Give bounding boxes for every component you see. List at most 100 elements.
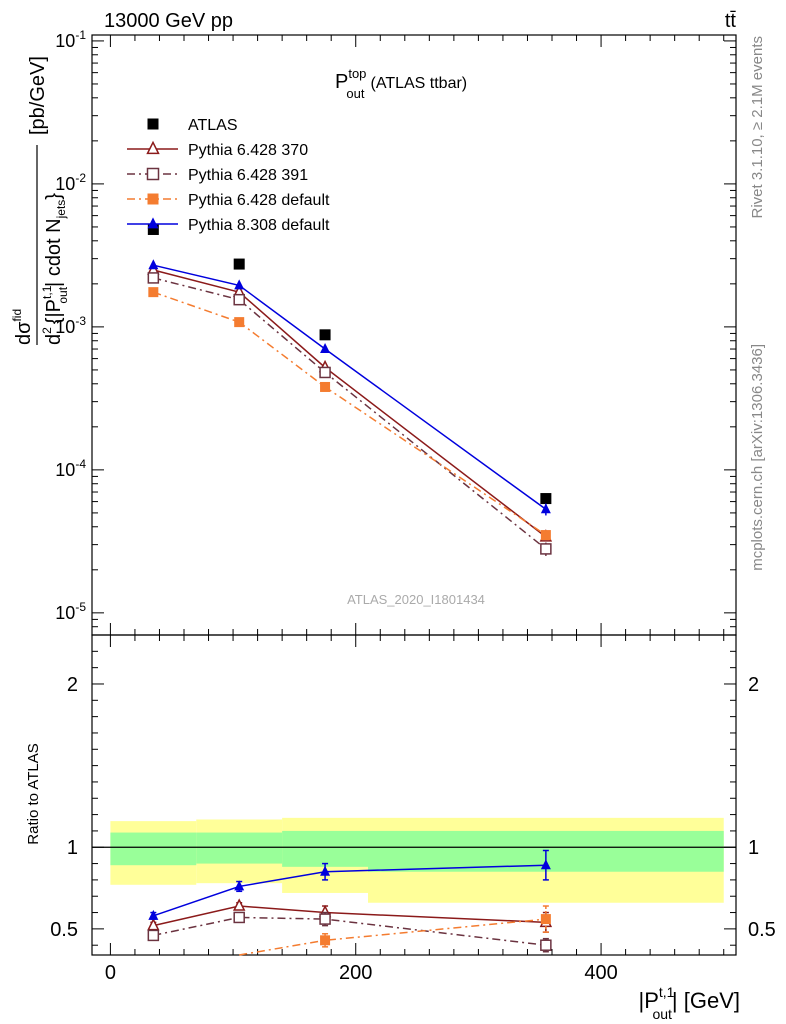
analysis-id-label: ATLAS_2020_I1801434: [347, 592, 485, 607]
xlabel-main: |P: [638, 988, 658, 1013]
main-point-pythia-6-428-391: [319, 366, 331, 379]
ratio-bands: [92, 817, 736, 903]
energy-label: 13000 GeV pp: [104, 10, 233, 32]
ratio-point-pythia-8-308-default: [320, 865, 331, 876]
main-y-tick-label: 10-5: [55, 600, 86, 623]
plot-title-rest: (ATLAS ttbar): [371, 75, 468, 92]
main-point-pythia-8-308-default: [320, 343, 331, 354]
main-point-pythia-6-428-default: [234, 317, 245, 328]
main-line-pythia-6-428-370: [153, 269, 547, 538]
ylabel-den-close: }: [43, 193, 65, 200]
ratio-frame: [91, 634, 737, 956]
legend: ATLAS Pythia 6.428 370 Pythia 6.428 391 Pyt…: [127, 117, 330, 234]
ratio-x-tick-label: 400: [584, 962, 617, 984]
ratio-x-tick-label: 200: [339, 962, 372, 984]
ylabel-d: d: [13, 334, 35, 345]
main-point-pythia-6-428-default: [540, 530, 551, 541]
plot-title-sub: out: [346, 86, 364, 101]
main-point-pythia-6-428-391: [147, 272, 160, 284]
ratio-x-tick-label: 0: [105, 962, 116, 984]
mcplots-label: mcplots.cern.ch [arXiv:1306.3436]: [749, 344, 766, 571]
rivet-version-label: Rivet 3.1.10, ≥ 2.1M events: [749, 36, 766, 219]
ylabel-den-sup: 2: [40, 327, 54, 334]
legend-label-pythia-8-308-default: Pythia 8.308 default: [188, 217, 330, 234]
main-line-pythia-8-308-default: [153, 264, 547, 510]
ylabel-den-t: t,1: [40, 285, 54, 299]
ratio-panel-axes: 0.5 0.5 1 1 2 2 0 200 400: [50, 634, 776, 984]
ratio-y-axis-label: Ratio to ATLAS: [25, 743, 42, 844]
legend-label-pythia-6-428-default: Pythia 6.428 default: [188, 192, 330, 209]
ylabel-sigma: σ: [13, 321, 35, 334]
ylabel-den-cdot: | cdot N: [43, 218, 65, 287]
main-point-atlas: [540, 493, 552, 505]
legend-marker-pythia-8-308-default: [147, 217, 159, 229]
main-y-axis-label: dσfid d2 {|Pt,1 out| cdot Njets} [pb/GeV]: [10, 56, 70, 345]
plot-title: Ptop out (ATLAS ttbar): [335, 66, 467, 101]
ratio-point-pythia-6-428-391: [540, 939, 552, 951]
ylabel-unit: [pb/GeV]: [27, 56, 49, 135]
plot-title-sup: top: [348, 66, 366, 81]
ratio-line-pythia-6-428-370: [153, 905, 546, 927]
ylabel-den-d: d: [43, 334, 65, 345]
ratio-band-inner: [196, 832, 283, 864]
main-y-tick-label: 10-4: [55, 457, 86, 480]
ylabel-sigma-sup: fid: [10, 309, 24, 322]
legend-marker-atlas: [147, 118, 159, 130]
ratio-line-pythia-6-428-default: [239, 918, 546, 956]
legend-marker-pythia-6-428-370: [146, 140, 160, 155]
x-axis-label: |Pt,1 out| [GeV]: [638, 984, 740, 1022]
main-line-pythia-6-428-default: [153, 291, 547, 536]
ratio-y-tick-label: 0.5: [50, 919, 78, 941]
main-panel-marks: [147, 223, 553, 556]
ratio-point-pythia-6-428-default: [320, 935, 331, 946]
main-point-pythia-6-428-default: [148, 287, 159, 298]
ratio-line-pythia-6-428-391: [153, 916, 546, 946]
main-line-pythia-6-428-391: [153, 277, 547, 550]
main-point-pythia-6-428-391: [233, 293, 245, 306]
main-point-atlas: [233, 258, 245, 270]
main-point-pythia-8-308-default: [234, 279, 245, 290]
ratio-point-pythia-8-308-default: [234, 880, 245, 891]
main-point-atlas: [147, 223, 159, 235]
xlabel-sup: t,1: [659, 984, 675, 1000]
legend-label-pythia-6-428-391: Pythia 6.428 391: [188, 167, 308, 184]
ratio-point-pythia-8-308-default: [540, 859, 551, 870]
main-y-tick-label: 10-3: [55, 314, 86, 337]
ratio-point-pythia-6-428-391: [233, 911, 245, 924]
xlabel-rest: | [GeV]: [672, 988, 740, 1013]
ratio-y-tick-label: 2: [67, 674, 78, 696]
ratio-point-pythia-6-428-370: [147, 917, 160, 931]
ratio-band-inner: [282, 830, 368, 867]
ratio-point-pythia-6-428-370: [232, 898, 246, 911]
ratio-point-pythia-6-428-391: [147, 929, 160, 942]
main-point-pythia-8-308-default: [540, 503, 551, 514]
ratio-y-tick-label: 1: [67, 837, 78, 859]
ratio-y-tick-label-right: 0.5: [748, 919, 776, 941]
main-y-tick-label: 10-2: [55, 171, 86, 194]
process-label: tt̄: [725, 10, 737, 32]
legend-label-atlas: ATLAS: [188, 117, 238, 134]
ratio-panel-marks: [147, 849, 553, 956]
ratio-point-pythia-6-428-391: [319, 913, 331, 925]
ratio-point-pythia-8-308-default: [148, 909, 159, 920]
legend-marker-pythia-6-428-391: [146, 167, 160, 181]
plot-title-main: P: [335, 71, 348, 93]
ratio-line-pythia-8-308-default: [153, 864, 546, 917]
legend-label-pythia-6-428-370: Pythia 6.428 370: [188, 142, 308, 159]
main-point-pythia-6-428-default: [320, 381, 331, 392]
ratio-y-tick-label-right: 1: [748, 837, 759, 859]
ylabel-den-out: out: [56, 286, 70, 303]
main-point-atlas: [319, 329, 331, 341]
svg-text:dσfid: dσfid: [10, 309, 35, 345]
ylabel-den-bracket: {|P: [43, 299, 65, 324]
ylabel-den-jets: jets: [54, 200, 68, 220]
ratio-point-pythia-6-428-default: [540, 914, 551, 925]
main-y-tick-label: 10-1: [55, 28, 86, 51]
ratio-band-inner: [110, 832, 197, 866]
legend-marker-pythia-6-428-default: [147, 193, 159, 205]
xlabel-sub: out: [652, 1006, 672, 1022]
main-point-pythia-6-428-391: [540, 543, 552, 555]
main-point-pythia-8-308-default: [148, 259, 159, 270]
